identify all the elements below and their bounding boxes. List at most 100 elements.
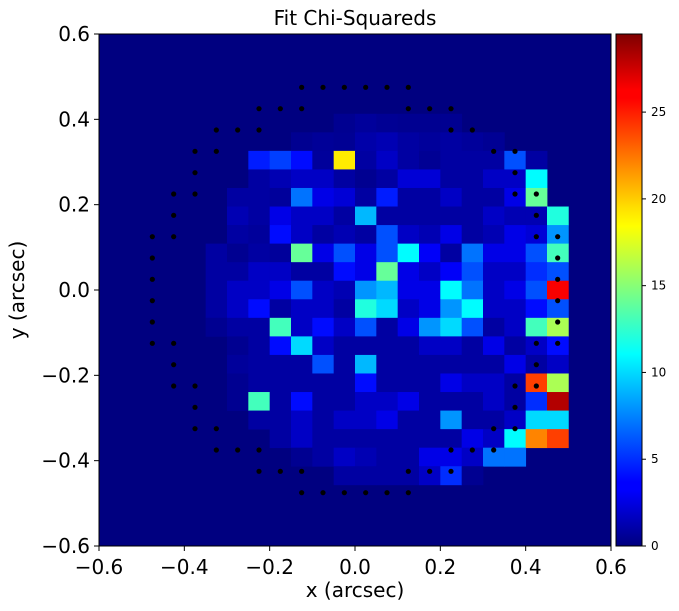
heatmap-cell [504, 206, 527, 226]
heatmap-cell [483, 225, 505, 245]
heatmap-cell [333, 150, 356, 170]
heatmap-cell [269, 317, 292, 337]
heatmap-cell [333, 225, 356, 245]
heatmap-cell [376, 410, 399, 430]
marked-point [491, 426, 497, 432]
heatmap-cell [440, 243, 463, 263]
heatmap-cell [248, 410, 271, 430]
heatmap-cell [269, 336, 292, 356]
marked-point [320, 490, 326, 496]
heatmap-cell [397, 225, 420, 245]
marked-point [555, 298, 561, 304]
heatmap-cell [333, 187, 356, 207]
heatmap-cell [355, 206, 377, 226]
heatmap-cell [461, 280, 484, 300]
heatmap-cell [547, 206, 569, 226]
heatmap-cell [440, 354, 463, 374]
marked-point [213, 426, 219, 432]
x-tick-label: −0.6 [75, 555, 124, 579]
heatmap-cell [248, 187, 271, 207]
marked-point [555, 340, 561, 346]
heatmap-cell [333, 447, 356, 467]
heatmap-cell [483, 317, 505, 337]
heatmap-cell [483, 132, 505, 152]
heatmap-cell [504, 187, 527, 207]
heatmap-cell [440, 299, 463, 319]
heatmap-cell [376, 354, 399, 374]
heatmap-cell [376, 429, 399, 449]
heatmap-cell [397, 466, 420, 486]
y-tick-label: 0.2 [58, 193, 90, 217]
heatmap-cell [376, 280, 399, 300]
marked-point [491, 447, 497, 453]
heatmap-cell [547, 392, 569, 411]
heatmap-cell [547, 429, 569, 449]
heatmap-cell [355, 187, 377, 207]
colorbar-ticks: 0 5 10 15 20 25 [642, 105, 666, 553]
heatmap-cell [461, 336, 484, 356]
heatmap-cell [355, 354, 377, 374]
heatmap-cell [461, 429, 484, 449]
colorbar-tick-label: 25 [651, 105, 666, 119]
heatmap-cell [525, 243, 548, 263]
heatmap-cell [291, 243, 313, 263]
heatmap-cell [440, 113, 463, 133]
heatmap-cell [504, 392, 527, 411]
heatmap-cell [397, 187, 420, 207]
heatmap-cell [504, 169, 527, 189]
heatmap-cell [483, 354, 505, 374]
heatmap-cell [419, 187, 441, 207]
heatmap-cell [355, 150, 377, 170]
heatmap-cell [248, 317, 271, 337]
heatmap-cell [291, 429, 313, 449]
heatmap-cell [440, 392, 463, 411]
marked-point [299, 84, 305, 90]
marked-point [427, 106, 433, 112]
heatmap-cell [248, 243, 271, 263]
heatmap-cell [312, 206, 335, 226]
marked-point [171, 212, 177, 218]
heatmap-cell [419, 317, 441, 337]
marked-point [533, 212, 539, 218]
heatmap-cell [440, 262, 463, 282]
heatmap-cell [269, 299, 292, 319]
x-axis-label: x (arcsec) [306, 578, 405, 602]
heatmap-cell [419, 373, 441, 393]
heatmap-cell [525, 299, 548, 319]
chart-title: Fit Chi-Squareds [274, 6, 437, 30]
heatmap-cell [461, 317, 484, 337]
marked-point [149, 234, 155, 240]
colorbar-tick-label: 10 [651, 365, 666, 379]
heatmap-cell [483, 169, 505, 189]
marked-point [533, 234, 539, 240]
heatmap-cell [525, 150, 548, 170]
heatmap-cell [333, 169, 356, 189]
heatmap-cell [376, 150, 399, 170]
heatmap-cell [333, 410, 356, 430]
heatmap-cell [547, 317, 569, 337]
marked-point [448, 127, 454, 133]
heatmap-cell [355, 429, 377, 449]
heatmap-cell [397, 150, 420, 170]
marked-point [171, 362, 177, 368]
heatmap-cell [440, 206, 463, 226]
heatmap-cell [333, 354, 356, 374]
heatmap-cell [525, 410, 548, 430]
heatmap-cell [419, 354, 441, 374]
heatmap-cell [269, 243, 292, 263]
marked-point [256, 106, 262, 112]
heatmap-cell [269, 206, 292, 226]
heatmap-cell [483, 429, 505, 449]
heatmap-cell [269, 262, 292, 282]
marked-point [512, 148, 518, 154]
heatmap-cell [504, 336, 527, 356]
heatmap-cell [312, 225, 335, 245]
y-tick-label: 0.0 [58, 278, 90, 302]
heatmap-cell [461, 373, 484, 393]
heatmap-cell [269, 225, 292, 245]
heatmap-cell [291, 299, 313, 319]
heatmap-cell [312, 317, 335, 337]
heatmap-cell [333, 262, 356, 282]
marked-point [533, 383, 539, 389]
heatmap-cell [504, 243, 527, 263]
